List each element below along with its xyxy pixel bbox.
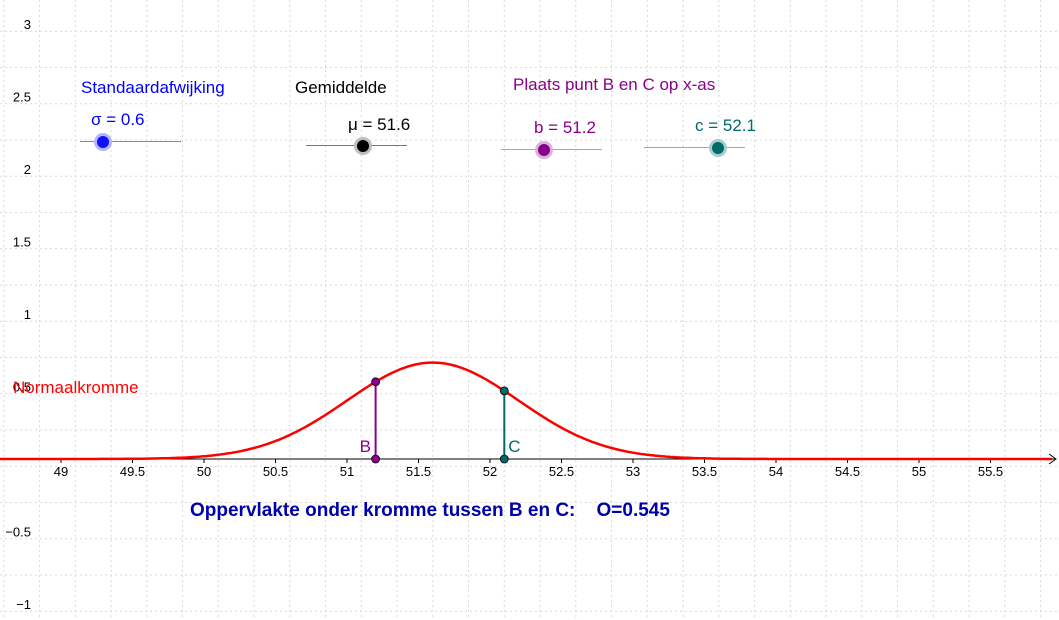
x-tick-label: 49.5 <box>120 464 145 479</box>
x-tick-label: 52.5 <box>549 464 574 479</box>
sigma-slider-track[interactable] <box>80 141 181 142</box>
y-tick-label: −1 <box>16 597 31 612</box>
b-slider[interactable] <box>501 140 602 160</box>
sigma-slider-title: Standaardafwijking <box>81 78 225 97</box>
sigma-value-label: σ = 0.6 <box>91 110 145 129</box>
y-tick-label: 0.5 <box>13 380 31 395</box>
x-tick-label: 52 <box>483 464 497 479</box>
x-tick-label: 49 <box>54 464 68 479</box>
mu-slider[interactable] <box>306 136 407 156</box>
x-tick-label: 51.5 <box>406 464 431 479</box>
point-c[interactable] <box>499 454 509 464</box>
y-tick-label: 2 <box>24 162 31 177</box>
mu-value-label: μ = 51.6 <box>348 115 411 134</box>
x-tick-label: 50.5 <box>263 464 288 479</box>
x-tick-label: 55.5 <box>978 464 1003 479</box>
area-result-text: Oppervlakte onder kromme tussen B en C: … <box>190 500 670 521</box>
point-b[interactable] <box>371 454 381 464</box>
c-slider-track[interactable] <box>644 147 745 148</box>
x-tick-label: 53 <box>626 464 640 479</box>
point-c-label: C <box>508 437 520 456</box>
x-tick-label: 50 <box>197 464 211 479</box>
curve-name-label: Normaalkromme <box>13 378 139 397</box>
c-value-label: c = 52.1 <box>695 116 756 135</box>
point-b-label: B <box>360 437 371 456</box>
point-c-top[interactable] <box>499 386 509 396</box>
x-tick-label: 55 <box>912 464 926 479</box>
y-tick-label: 2.5 <box>13 90 31 105</box>
bc-instruction-title: Plaats punt B en C op x-as <box>513 75 716 94</box>
y-tick-label: 1.5 <box>13 235 31 250</box>
x-tick-label: 54.5 <box>835 464 860 479</box>
sigma-slider-knob[interactable] <box>94 133 113 151</box>
x-tick-label: 51 <box>340 464 354 479</box>
b-value-label: b = 51.2 <box>534 118 596 137</box>
mu-slider-title: Gemiddelde <box>295 78 387 97</box>
y-tick-label: 3 <box>24 17 31 32</box>
c-slider[interactable] <box>644 138 745 158</box>
c-slider-knob[interactable] <box>708 139 727 157</box>
x-tick-label: 53.5 <box>692 464 717 479</box>
y-tick-label: −0.5 <box>5 525 31 540</box>
point-b-top[interactable] <box>371 377 381 387</box>
mu-slider-knob[interactable] <box>353 137 372 155</box>
x-axis-arrow <box>1048 453 1057 465</box>
y-tick-label: 1 <box>24 307 31 322</box>
normal-curve[interactable] <box>0 361 1052 461</box>
b-slider-knob[interactable] <box>535 141 554 159</box>
x-tick-label: 54 <box>769 464 783 479</box>
sigma-slider[interactable] <box>80 132 181 152</box>
